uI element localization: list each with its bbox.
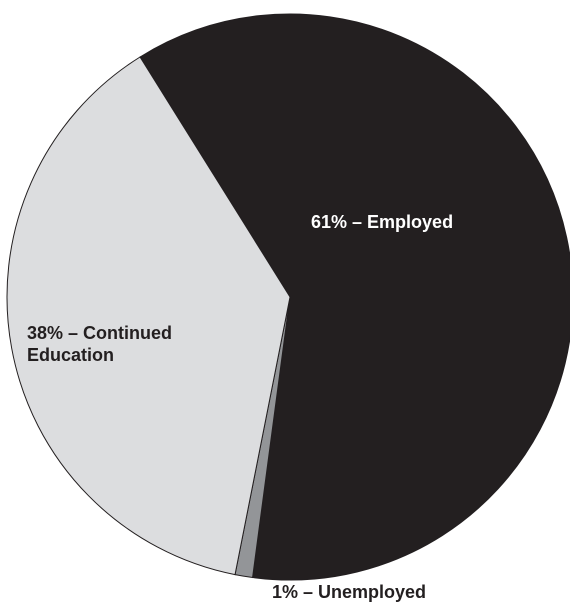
- slice-label-line: 61% – Employed: [311, 212, 453, 232]
- slice-labels: 61% – Employed 1% – Unemployed 38% – Conti…: [27, 212, 453, 602]
- slice-label-line: 1% – Unemployed: [272, 582, 426, 602]
- pie-slice-continued-education: [6, 56, 291, 576]
- slice-label-line: 38% – Continued: [27, 323, 172, 343]
- slice-label-continued-education: 38% – Continued Education: [27, 323, 172, 365]
- slice-label-employed: 61% – Employed: [311, 212, 453, 232]
- pie-slices: [6, 13, 570, 581]
- slice-label-line: Education: [27, 345, 114, 365]
- pie-slice-employed: [139, 13, 570, 581]
- slice-label-unemployed: 1% – Unemployed: [272, 582, 426, 602]
